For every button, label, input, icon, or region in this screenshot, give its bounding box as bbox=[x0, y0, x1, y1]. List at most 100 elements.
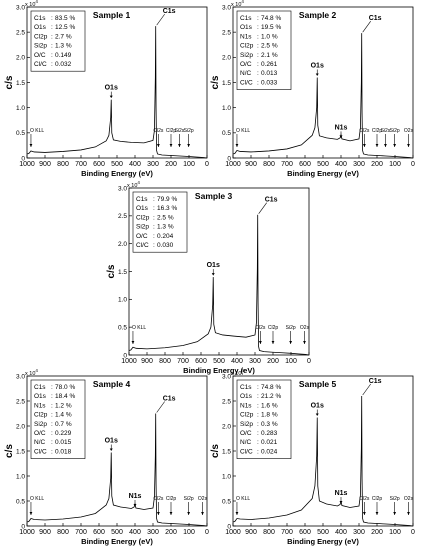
legend-value: 16.3 % bbox=[157, 205, 177, 212]
x-axis-label: Binding Energy (eV) bbox=[183, 366, 255, 375]
legend-key: Cl2p bbox=[34, 412, 48, 419]
peak-label-small: Cl2s bbox=[359, 128, 370, 134]
y-multiplier: x 104 bbox=[25, 368, 38, 377]
x-tick-label: 500 bbox=[111, 529, 123, 536]
y-tick-label: 1.5 bbox=[16, 448, 25, 455]
arrow-head bbox=[289, 341, 293, 344]
legend-sep: : bbox=[51, 52, 53, 59]
peak-label: O1s bbox=[105, 438, 118, 445]
legend-value: 79.9 % bbox=[157, 196, 177, 203]
peak-label: O1s bbox=[311, 403, 324, 410]
legend-key: O/C bbox=[34, 52, 46, 59]
legend-key: Cl/C bbox=[34, 448, 47, 455]
y-tick-label: 0 bbox=[227, 523, 231, 530]
y-tick-label: 0.5 bbox=[222, 130, 231, 137]
x-tick-label: 800 bbox=[159, 358, 171, 365]
y-axis-label: c/s bbox=[210, 444, 221, 458]
legend-key: O/C bbox=[136, 233, 148, 240]
legend-value: 0.033 bbox=[261, 79, 278, 86]
peak-label-c1s: C1s bbox=[163, 8, 176, 15]
x-tick-label: 200 bbox=[371, 529, 383, 536]
x-tick-label: 600 bbox=[195, 358, 207, 365]
legend-key: Cl/C bbox=[240, 79, 253, 86]
peak-label-small: O2s bbox=[300, 325, 310, 331]
y-multiplier: x 104 bbox=[231, 0, 244, 8]
arrow-head bbox=[271, 341, 275, 344]
x-axis-label: Binding Energy (eV) bbox=[287, 169, 359, 178]
peak-label-small: Cl2s bbox=[255, 325, 266, 331]
x-tick-label: 100 bbox=[183, 529, 195, 536]
x-tick-label: 100 bbox=[285, 358, 297, 365]
peak-label: O1s bbox=[207, 262, 220, 269]
peak-label-small: Cl2p bbox=[166, 496, 177, 502]
legend-sep: : bbox=[51, 61, 53, 68]
x-tick-label: 500 bbox=[317, 529, 329, 536]
x-tick-label: 500 bbox=[111, 161, 123, 168]
c1s-pointer bbox=[258, 202, 267, 214]
arrow-head bbox=[169, 144, 173, 147]
y-tick-label: 2.0 bbox=[222, 423, 231, 430]
arrow-head bbox=[363, 512, 366, 515]
arrow-head bbox=[29, 512, 33, 515]
x-tick-label: 900 bbox=[245, 529, 257, 536]
legend-key: O/C bbox=[34, 430, 46, 437]
arrow-head bbox=[384, 144, 387, 147]
y-tick-label: 1.0 bbox=[222, 105, 231, 112]
y-tick-label: 2.0 bbox=[118, 241, 127, 248]
legend-sep: : bbox=[257, 79, 259, 86]
y-tick-label: 0.5 bbox=[16, 498, 25, 505]
x-tick-label: 700 bbox=[281, 529, 293, 536]
x-tick-label: 400 bbox=[129, 529, 141, 536]
y-tick-label: 0 bbox=[21, 523, 25, 530]
arrow-head bbox=[157, 144, 160, 147]
peak-label: N1s bbox=[335, 490, 348, 497]
peak-label-small: Cl2s bbox=[153, 496, 164, 502]
legend-sep: : bbox=[257, 24, 259, 31]
legend-sep: : bbox=[51, 412, 53, 419]
y-tick-label: 3.0 bbox=[16, 4, 25, 11]
y-axis-label: c/s bbox=[106, 264, 117, 278]
x-tick-label: 1000 bbox=[225, 529, 241, 536]
legend-value: 2.5 % bbox=[261, 43, 278, 50]
peak-label-small: Si2p bbox=[184, 128, 194, 134]
legend-sep: : bbox=[257, 393, 259, 400]
peak-label: N1s bbox=[335, 124, 348, 131]
legend-sep: : bbox=[51, 402, 53, 409]
chart-title: Sample 4 bbox=[93, 379, 131, 389]
legend-sep: : bbox=[257, 384, 259, 391]
arrow-head bbox=[109, 448, 113, 451]
legend-value: 74.8 % bbox=[261, 15, 281, 22]
peak-label-small: Si2p bbox=[390, 496, 400, 502]
legend-value: 1.2 % bbox=[55, 402, 72, 409]
legend-key: Si2p bbox=[34, 43, 47, 50]
legend-sep: : bbox=[153, 224, 155, 231]
arrow-head bbox=[339, 135, 343, 138]
x-tick-label: 500 bbox=[317, 161, 329, 168]
legend-key: C1s bbox=[240, 15, 252, 22]
legend-sep: : bbox=[257, 33, 259, 40]
arrow-head bbox=[211, 273, 215, 276]
legend-sep: : bbox=[257, 15, 259, 22]
x-tick-label: 200 bbox=[371, 161, 383, 168]
legend-value: 0.283 bbox=[261, 430, 278, 437]
x-tick-label: 800 bbox=[263, 529, 275, 536]
y-tick-label: 3.0 bbox=[222, 4, 231, 11]
legend-box bbox=[236, 379, 292, 459]
arrow-head bbox=[407, 512, 410, 515]
c1s-pointer bbox=[156, 401, 165, 413]
y-tick-label: 0.5 bbox=[16, 130, 25, 137]
legend-value: 19.5 % bbox=[261, 24, 281, 31]
legend-key: Si2p bbox=[240, 52, 253, 59]
peak-label: N1s bbox=[129, 493, 142, 500]
arrow-head bbox=[339, 501, 343, 504]
legend-sep: : bbox=[153, 242, 155, 249]
x-tick-label: 1000 bbox=[225, 161, 241, 168]
legend-sep: : bbox=[257, 402, 259, 409]
x-tick-label: 400 bbox=[231, 358, 243, 365]
legend-sep: : bbox=[257, 430, 259, 437]
legend-sep: : bbox=[51, 24, 53, 31]
legend-value: 2.7 % bbox=[55, 33, 72, 40]
legend-sep: : bbox=[51, 33, 53, 40]
